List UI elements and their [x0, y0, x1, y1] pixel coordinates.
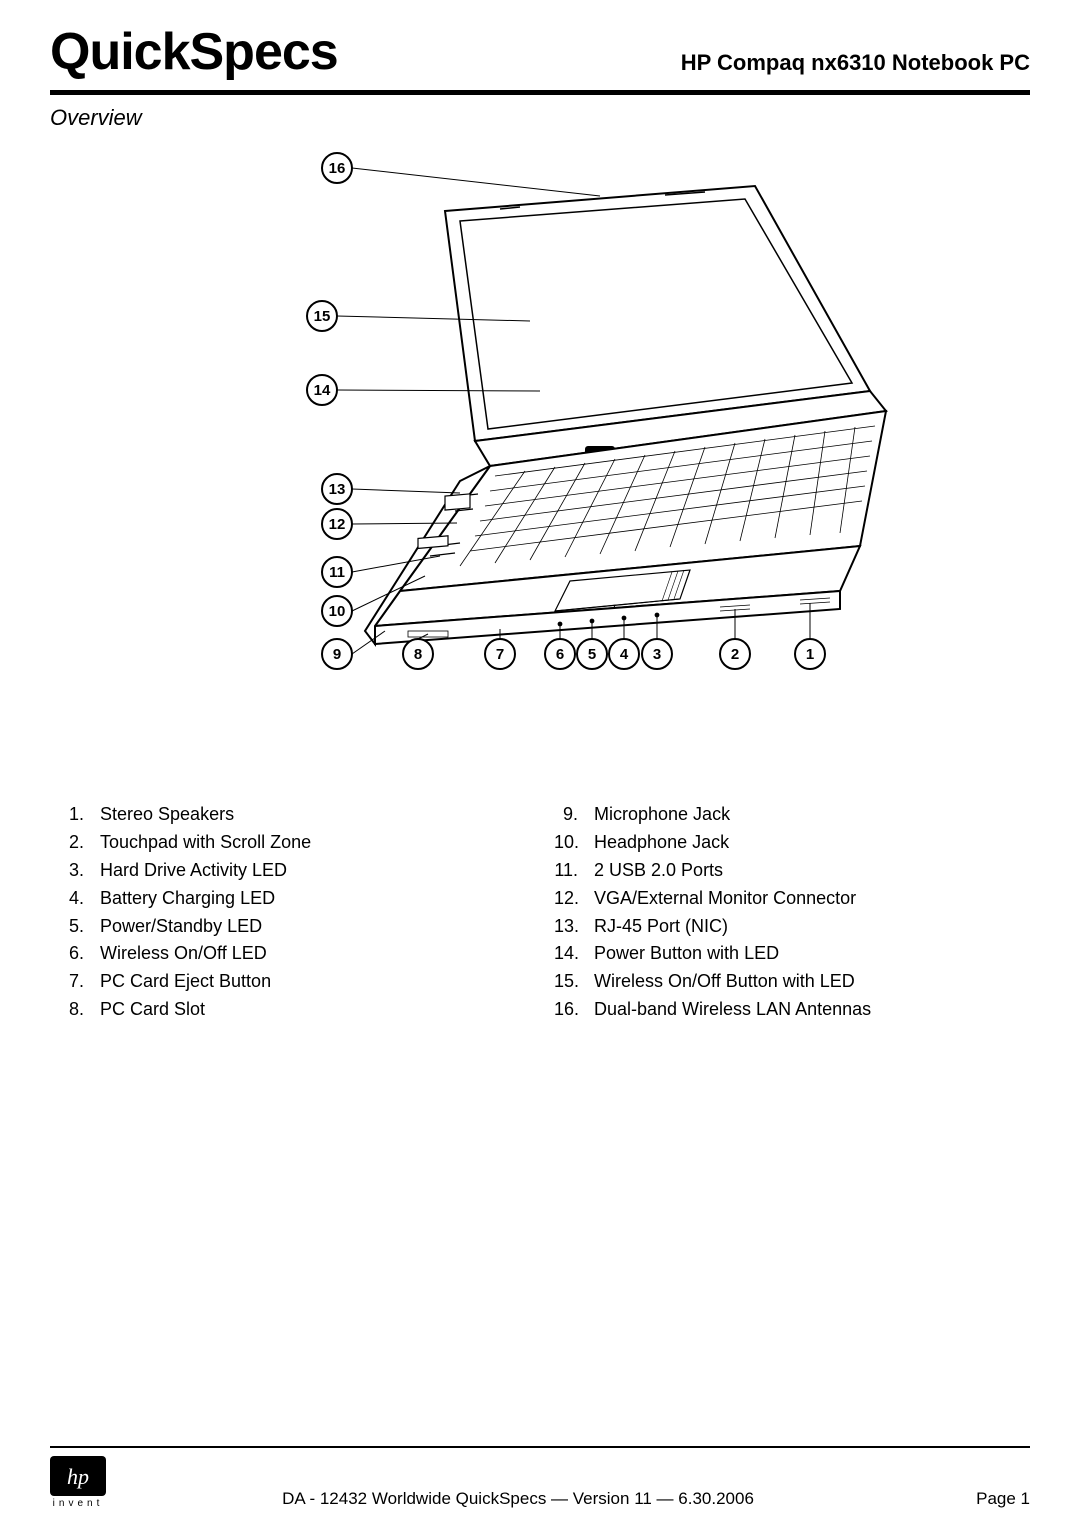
- callout-label: 16: [329, 160, 346, 177]
- callout-label: 5: [588, 646, 596, 663]
- legend-text: Power Button with LED: [594, 940, 1010, 968]
- legend-row: 2.Touchpad with Scroll Zone: [60, 829, 516, 857]
- quickspecs-title: QuickSpecs: [50, 22, 338, 82]
- hp-logo-icon: hp: [50, 1456, 106, 1496]
- callout-label: 3: [653, 646, 661, 663]
- legend-number: 6.: [60, 940, 100, 968]
- callout-label: 7: [496, 646, 504, 663]
- legend-row: 11.2 USB 2.0 Ports: [554, 857, 1010, 885]
- legend-number: 5.: [60, 913, 100, 941]
- legend-number: 10.: [554, 829, 594, 857]
- legend-text: Headphone Jack: [594, 829, 1010, 857]
- hp-logo-text: invent: [53, 1498, 104, 1509]
- legend-row: 9.Microphone Jack: [554, 801, 1010, 829]
- callout-label: 8: [414, 646, 422, 663]
- legend-number: 13.: [554, 913, 594, 941]
- legend-left-column: 1.Stereo Speakers2.Touchpad with Scroll …: [60, 801, 516, 1024]
- legend-text: Wireless On/Off Button with LED: [594, 968, 1010, 996]
- callout-label: 9: [333, 646, 341, 663]
- legend-text: Microphone Jack: [594, 801, 1010, 829]
- legend-row: 12.VGA/External Monitor Connector: [554, 885, 1010, 913]
- legend-number: 9.: [554, 801, 594, 829]
- legend-row: 14.Power Button with LED: [554, 940, 1010, 968]
- footer-rule: [50, 1446, 1030, 1448]
- legend-text: Touchpad with Scroll Zone: [100, 829, 516, 857]
- legend-row: 3.Hard Drive Activity LED: [60, 857, 516, 885]
- legend-number: 11.: [554, 857, 594, 885]
- callout-label: 12: [329, 516, 346, 533]
- legend-text: Wireless On/Off LED: [100, 940, 516, 968]
- laptop-diagram: 16 15 14 13 12 11 10 9 8 7 6 5 4 3 2 1: [160, 151, 920, 771]
- legend-text: RJ-45 Port (NIC): [594, 913, 1010, 941]
- legend-text: Dual-band Wireless LAN Antennas: [594, 996, 1010, 1024]
- legend-row: 15.Wireless On/Off Button with LED: [554, 968, 1010, 996]
- hp-logo: hp invent: [50, 1456, 106, 1509]
- legend-number: 7.: [60, 968, 100, 996]
- legend-text: 2 USB 2.0 Ports: [594, 857, 1010, 885]
- legend-row: 1.Stereo Speakers: [60, 801, 516, 829]
- legend-row: 7.PC Card Eject Button: [60, 968, 516, 996]
- legend-text: VGA/External Monitor Connector: [594, 885, 1010, 913]
- callout-label: 14: [314, 382, 331, 399]
- svg-text:hp: hp: [67, 1464, 89, 1489]
- callout-label: 1: [806, 646, 814, 663]
- legend-number: 12.: [554, 885, 594, 913]
- callout-label: 13: [329, 481, 346, 498]
- legend-number: 2.: [60, 829, 100, 857]
- legend: 1.Stereo Speakers2.Touchpad with Scroll …: [50, 801, 1030, 1024]
- legend-row: 16.Dual-band Wireless LAN Antennas: [554, 996, 1010, 1024]
- callout-label: 11: [329, 564, 345, 581]
- section-title: Overview: [50, 105, 1030, 131]
- legend-text: PC Card Slot: [100, 996, 516, 1024]
- callout-label: 15: [314, 308, 331, 325]
- legend-text: Hard Drive Activity LED: [100, 857, 516, 885]
- page: QuickSpecs HP Compaq nx6310 Notebook PC …: [0, 0, 1080, 1539]
- legend-row: 6.Wireless On/Off LED: [60, 940, 516, 968]
- footer-page-number: Page 1: [930, 1489, 1030, 1509]
- legend-number: 8.: [60, 996, 100, 1024]
- callout-label: 2: [731, 646, 739, 663]
- header-rule: [50, 90, 1030, 95]
- legend-row: 5.Power/Standby LED: [60, 913, 516, 941]
- footer: hp invent DA - 12432 Worldwide QuickSpec…: [50, 1446, 1030, 1509]
- legend-row: 4.Battery Charging LED: [60, 885, 516, 913]
- legend-number: 15.: [554, 968, 594, 996]
- footer-center-text: DA - 12432 Worldwide QuickSpecs — Versio…: [106, 1489, 930, 1509]
- footer-row: hp invent DA - 12432 Worldwide QuickSpec…: [50, 1456, 1030, 1509]
- callout-label: 6: [556, 646, 564, 663]
- legend-number: 16.: [554, 996, 594, 1024]
- legend-text: Battery Charging LED: [100, 885, 516, 913]
- callout-label: 10: [329, 603, 346, 620]
- callout-leader: [352, 168, 600, 196]
- header-row: QuickSpecs HP Compaq nx6310 Notebook PC: [50, 22, 1030, 88]
- legend-number: 14.: [554, 940, 594, 968]
- legend-number: 1.: [60, 801, 100, 829]
- legend-right-column: 9.Microphone Jack10.Headphone Jack11.2 U…: [554, 801, 1010, 1024]
- legend-number: 3.: [60, 857, 100, 885]
- legend-row: 8.PC Card Slot: [60, 996, 516, 1024]
- callout-label: 4: [620, 646, 629, 663]
- legend-number: 4.: [60, 885, 100, 913]
- product-name: HP Compaq nx6310 Notebook PC: [681, 50, 1030, 82]
- legend-text: Power/Standby LED: [100, 913, 516, 941]
- legend-row: 10.Headphone Jack: [554, 829, 1010, 857]
- callout-leader: [352, 489, 460, 493]
- legend-text: Stereo Speakers: [100, 801, 516, 829]
- legend-row: 13.RJ-45 Port (NIC): [554, 913, 1010, 941]
- legend-text: PC Card Eject Button: [100, 968, 516, 996]
- diagram-area: 16 15 14 13 12 11 10 9 8 7 6 5 4 3 2 1: [50, 151, 1030, 771]
